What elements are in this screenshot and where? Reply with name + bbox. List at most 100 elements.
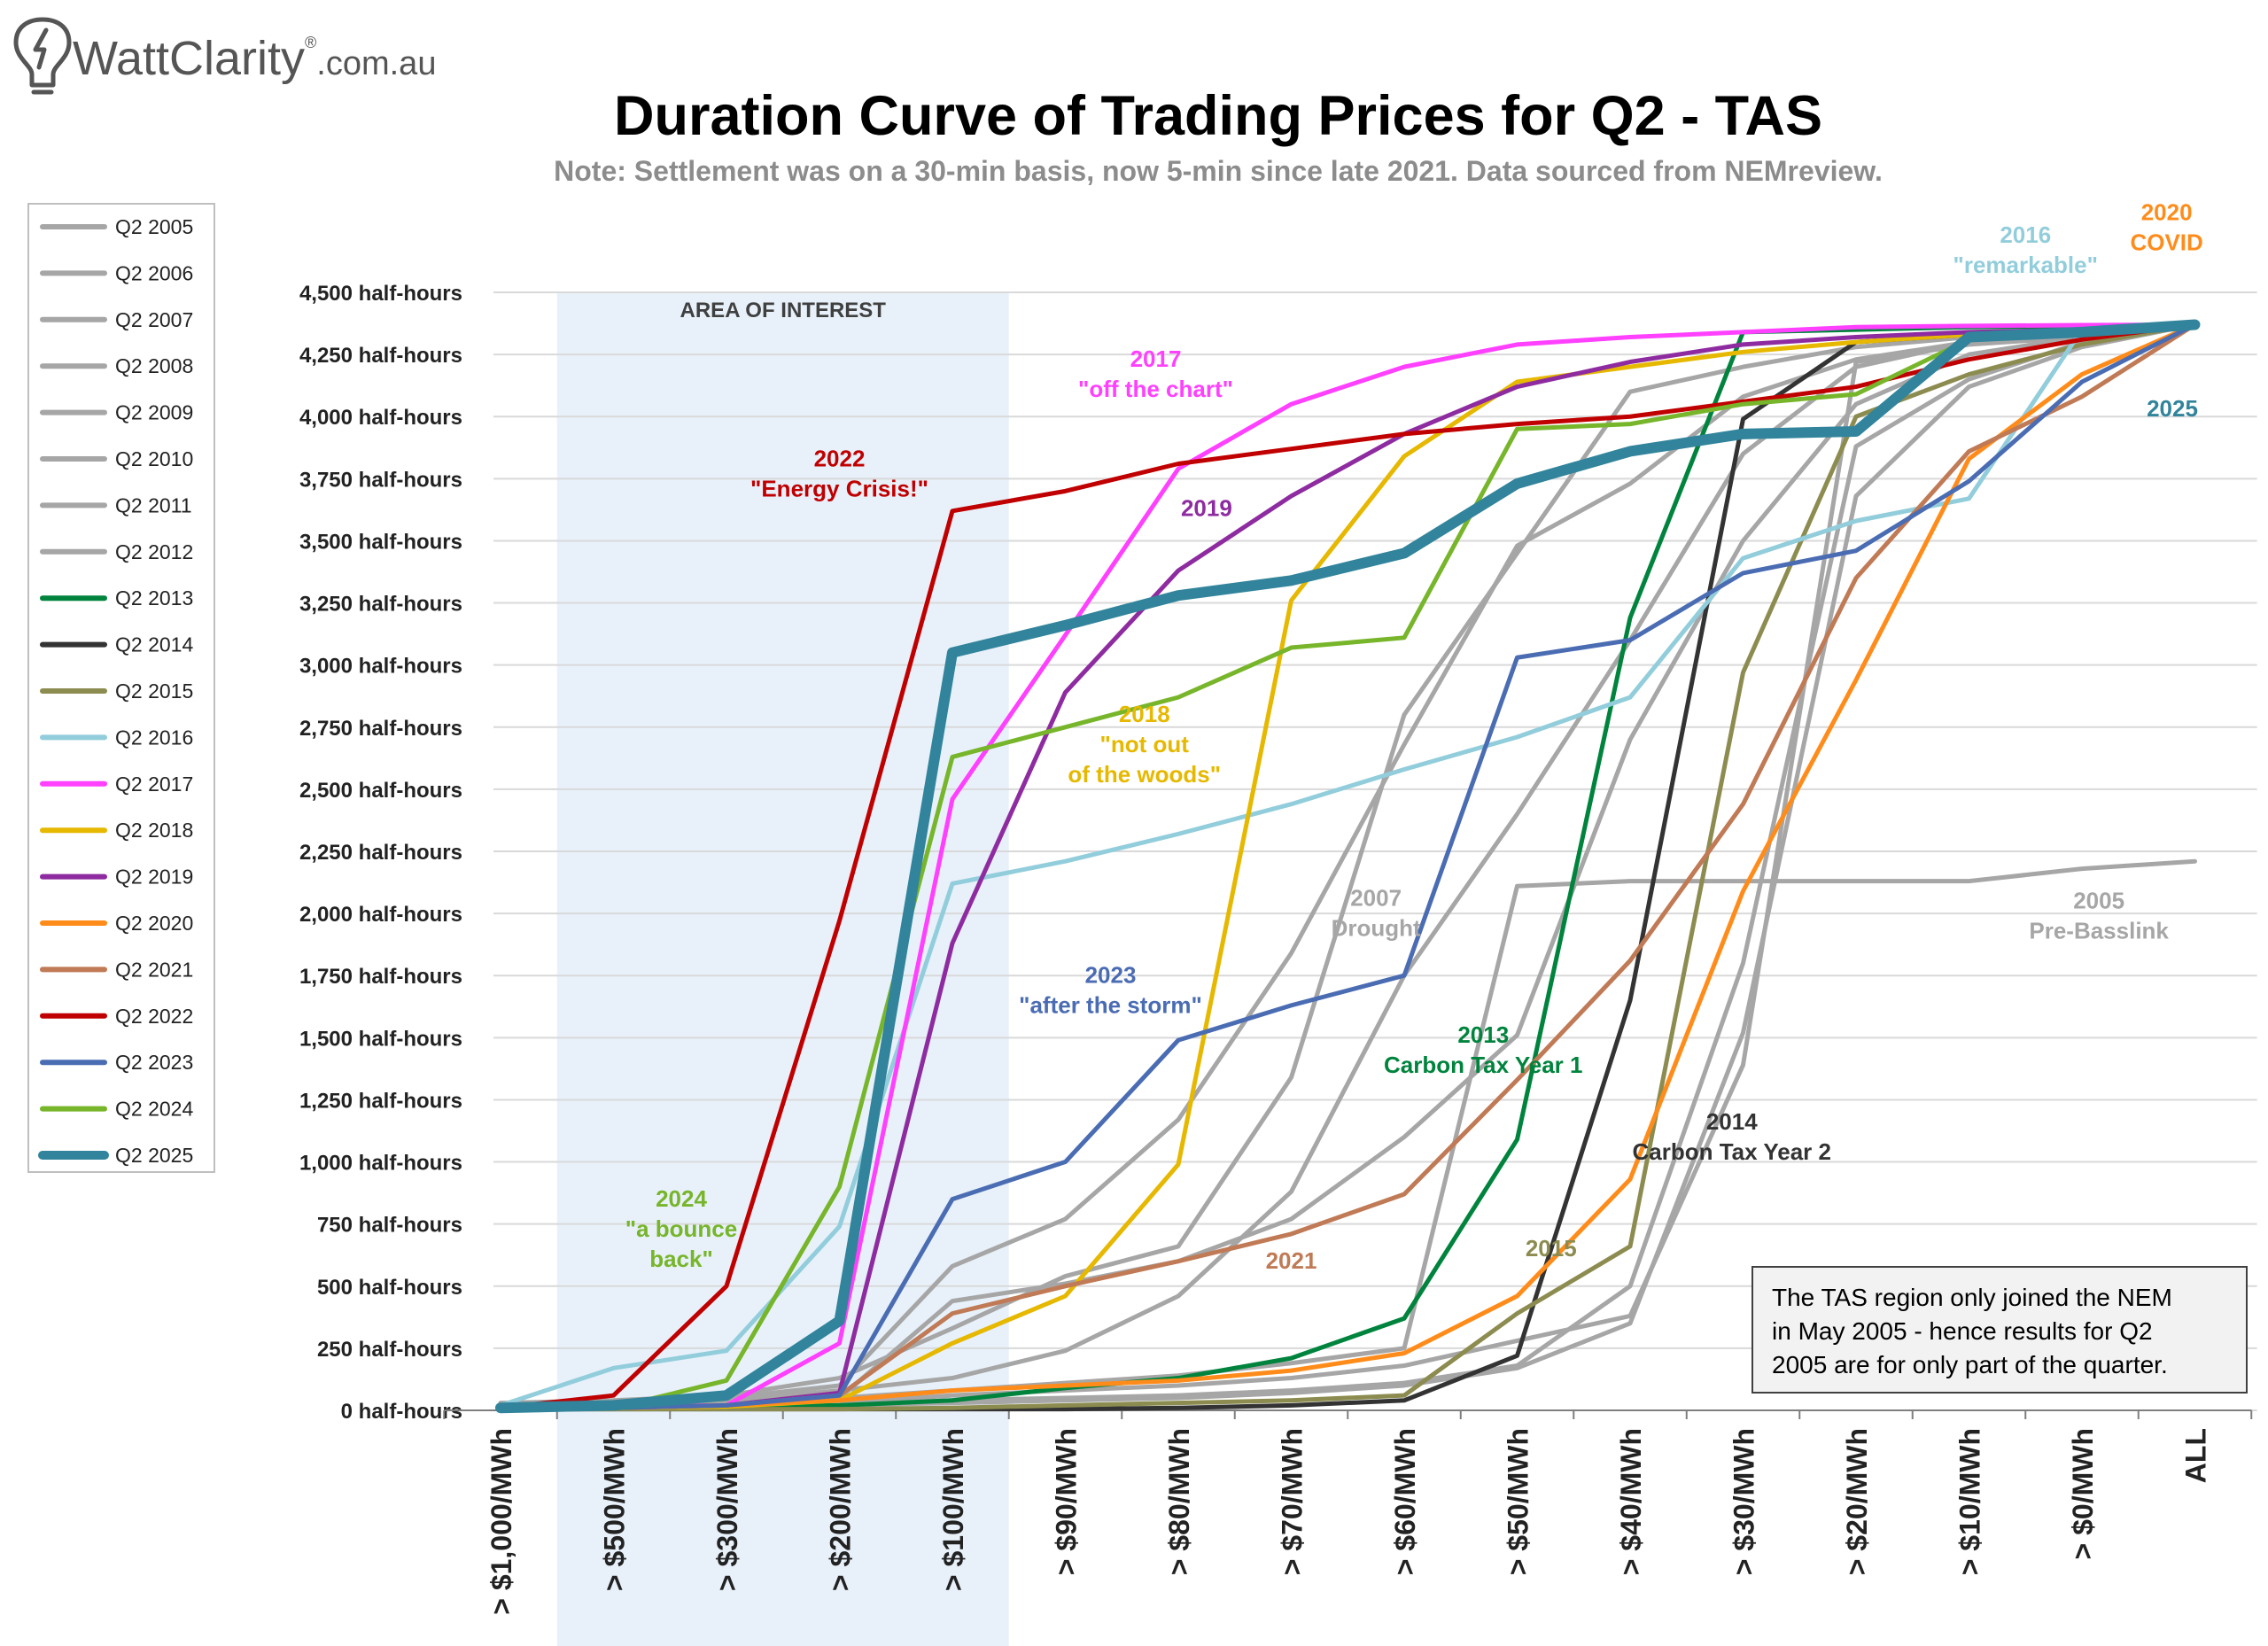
y-tick-label: 4,000 half-hours: [299, 406, 462, 430]
annotation-label: 2016: [2000, 221, 2051, 248]
annotation-label: "remarkable": [1953, 252, 2098, 278]
series-line-q2-2015: [498, 322, 2197, 1412]
area-of-interest-shading: [556, 292, 1009, 1646]
y-tick-label: 3,750 half-hours: [299, 468, 462, 492]
y-tick-label: 4,250 half-hours: [299, 344, 462, 368]
annotation-label: 2023: [1085, 962, 1137, 989]
y-tick-label: 250 half-hours: [317, 1338, 462, 1362]
chart-subtitle: Note: Settlement was on a 30-min basis, …: [554, 155, 1883, 187]
y-tick-label: 1,500 half-hours: [299, 1027, 462, 1051]
annotation-label: 2019: [1181, 494, 1232, 521]
annotation-label: Carbon Tax Year 2: [1633, 1138, 1831, 1165]
series-line-q2-2023: [498, 322, 2197, 1412]
annotation-label: 2014: [1706, 1108, 1758, 1135]
annotation-label: 2021: [1266, 1247, 1317, 1274]
annotation-label: Carbon Tax Year 1: [1384, 1052, 1582, 1078]
y-tick-label: 3,000 half-hours: [299, 655, 462, 679]
legend-label: Q2 2012: [115, 540, 193, 563]
annotation-label: back": [649, 1246, 713, 1272]
x-tick-label: > $100/MWh: [937, 1428, 969, 1591]
legend-label: Q2 2015: [115, 679, 193, 703]
x-tick-label: > $60/MWh: [1389, 1428, 1421, 1575]
series-line-q2-2024: [498, 322, 2197, 1412]
y-tick-label: 0 half-hours: [341, 1400, 462, 1424]
note-box: The TAS region only joined the NEM in Ma…: [1751, 1266, 2248, 1394]
annotation-label: Drought: [1332, 915, 1421, 942]
legend-label: Q2 2008: [115, 354, 193, 377]
x-tick-label: > $300/MWh: [711, 1428, 743, 1591]
x-tick-label: > $80/MWh: [1163, 1428, 1195, 1575]
legend-label: Q2 2023: [115, 1051, 193, 1074]
legend-label: Q2 2013: [115, 586, 193, 609]
legend-label: Q2 2024: [115, 1098, 193, 1121]
legend-label: Q2 2010: [115, 447, 193, 470]
lightbulb-icon: [13, 17, 72, 95]
annotation-label: AREA OF INTEREST: [680, 299, 887, 322]
y-tick-label: 2,000 half-hours: [299, 903, 462, 927]
annotation-label: "after the storm": [1019, 992, 1202, 1019]
x-tick-label: > $90/MWh: [1051, 1428, 1083, 1575]
brand-name: WattClarity: [73, 32, 305, 85]
x-tick-label: ALL: [2180, 1428, 2212, 1483]
annotation-label: Pre-Basslink: [2029, 918, 2169, 944]
annotation-label: 2025: [2147, 395, 2198, 422]
annotation-label: 2007: [1350, 885, 1402, 912]
legend-label: Q2 2011: [115, 493, 192, 516]
brand-domain: .com.au: [316, 45, 436, 82]
x-tick-label: > $1,000/MWh: [485, 1428, 517, 1615]
x-tick-label: > $0/MWh: [2067, 1428, 2099, 1559]
annotation-label: "Energy Crisis!": [750, 475, 928, 501]
legend-label: Q2 2009: [115, 401, 193, 424]
note-line-3: 2005 are for only part of the quarter.: [1772, 1351, 2168, 1378]
series-line-q2-2007: [498, 322, 2197, 1406]
series-line-q2-2020: [498, 322, 2197, 1412]
legend-label: Q2 2019: [115, 866, 193, 889]
series-line-q2-2017: [498, 322, 2197, 1410]
legend-label: Q2 2017: [115, 773, 193, 796]
annotation-label: 2024: [656, 1185, 707, 1212]
legend-label: Q2 2025: [115, 1144, 193, 1167]
legend-label: Q2 2022: [115, 1005, 193, 1028]
legend-label: Q2 2006: [115, 261, 193, 284]
annotation-label: 2005: [2073, 888, 2124, 914]
series-line-q2-2008: [498, 322, 2197, 1408]
series-line-q2-2022: [498, 322, 2197, 1410]
annotation-label: of the woods": [1068, 761, 1221, 788]
y-tick-label: 2,750 half-hours: [299, 717, 462, 741]
y-tick-label: 4,500 half-hours: [299, 282, 462, 306]
wattclarity-logo: WattClarity®.com.au: [13, 17, 436, 95]
legend-label: Q2 2014: [115, 633, 193, 656]
note-box-frame: [1751, 1266, 2248, 1394]
legend-label: Q2 2016: [115, 726, 193, 749]
y-tick-label: 1,000 half-hours: [299, 1152, 462, 1176]
y-tick-label: 3,500 half-hours: [299, 530, 462, 554]
svg-text:WattClarity®.com.au: WattClarity®.com.au: [73, 32, 436, 85]
x-tick-label: > $70/MWh: [1277, 1428, 1309, 1575]
y-tick-label: 1,250 half-hours: [299, 1089, 462, 1113]
legend-label: Q2 2020: [115, 912, 193, 935]
annotation-label: 2015: [1526, 1235, 1577, 1262]
annotation-label: 2013: [1457, 1021, 1509, 1048]
x-tick-label: > $500/MWh: [599, 1428, 631, 1591]
annotation-label: "a bounce: [625, 1215, 737, 1242]
y-tick-label: 1,750 half-hours: [299, 965, 462, 989]
series-line-q2-2025: [495, 319, 2201, 1414]
y-tick-label: 500 half-hours: [317, 1276, 462, 1300]
annotation-label: COVID: [2130, 229, 2202, 256]
x-tick-label: > $50/MWh: [1503, 1428, 1534, 1575]
x-tick-label: > $30/MWh: [1728, 1428, 1760, 1575]
series-line-q2-2016: [498, 322, 2197, 1408]
note-text: The TAS region only joined the NEM in Ma…: [1772, 1284, 2179, 1378]
annotation-label: 2018: [1119, 701, 1170, 727]
y-tick-label: 3,250 half-hours: [299, 593, 462, 617]
x-tick-label: > $40/MWh: [1615, 1428, 1647, 1575]
y-tick-label: 750 half-hours: [317, 1214, 462, 1238]
legend: Q2 2005 Q2 2006 Q2 2007 Q2 2008 Q2 2009 Q2 20…: [27, 203, 215, 1173]
brand-registered: ®: [305, 34, 316, 51]
note-line-2: in May 2005 - hence results for Q2: [1772, 1317, 2153, 1345]
annotation-label: 2017: [1130, 346, 1182, 372]
annotation-label: 2020: [2141, 199, 2193, 226]
legend-label: Q2 2005: [115, 215, 193, 238]
annotation-label: "not out: [1100, 731, 1190, 757]
